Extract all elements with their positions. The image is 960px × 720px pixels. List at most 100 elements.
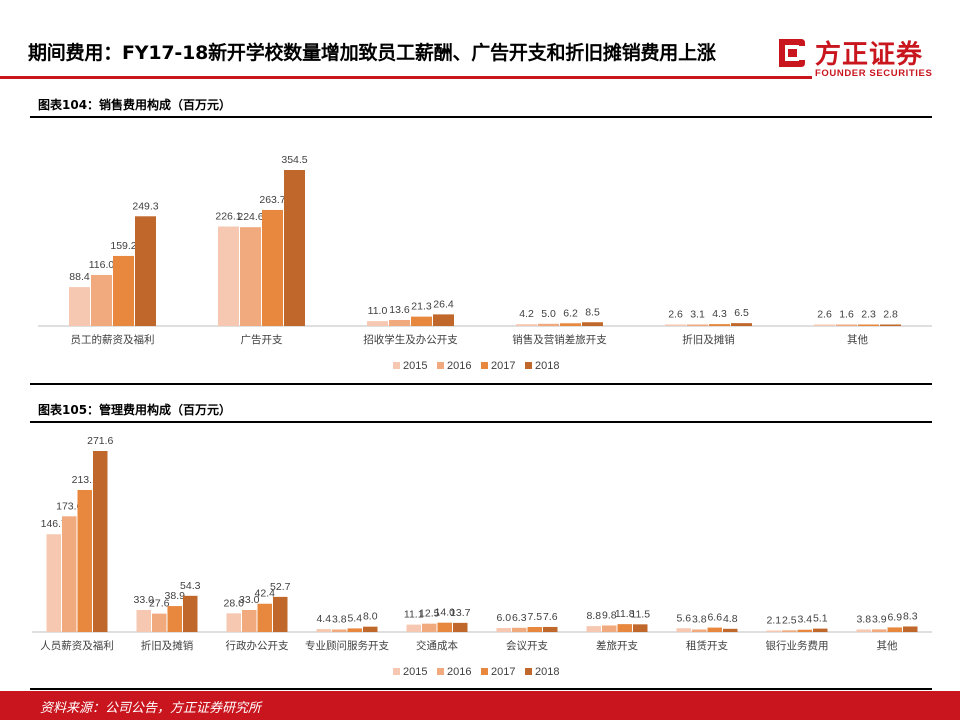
value-label-2018-8: 5.1	[813, 613, 828, 625]
value-label-2018-5: 7.6	[543, 611, 558, 623]
bar-2015-1	[136, 610, 151, 632]
bar-2018-2	[433, 314, 454, 326]
bar-2017-1	[167, 606, 182, 632]
value-label-2018-3: 8.0	[363, 611, 378, 623]
category-label-2: 行政办公开支	[226, 639, 289, 652]
value-label-2015-2: 28.0	[224, 597, 245, 609]
value-label-2017-3: 6.2	[563, 307, 578, 319]
bar-2015-9	[856, 629, 871, 632]
legend-label-2015: 2015	[403, 666, 427, 678]
category-label-9: 其他	[877, 639, 898, 652]
value-label-2015-3: 4.4	[316, 613, 331, 625]
value-label-2015-0: 88.4	[69, 271, 90, 283]
value-label-2016-9: 3.9	[872, 613, 887, 625]
value-label-2018-1: 354.5	[281, 154, 307, 166]
legend-label-2016: 2016	[447, 666, 471, 678]
value-label-2018-7: 4.8	[723, 613, 738, 625]
category-label-5: 其他	[847, 333, 868, 346]
bar-2015-3	[316, 629, 331, 632]
bar-2018-5	[543, 626, 558, 632]
bar-2016-0	[62, 516, 77, 632]
value-label-2016-6: 9.8	[602, 609, 617, 621]
value-label-2016-7: 3.8	[692, 613, 707, 625]
founder-securities-logo: 方正证券 FOUNDER SECURITIES	[775, 34, 955, 82]
bar-2015-6	[586, 626, 601, 632]
bar-2016-0	[91, 274, 112, 326]
value-label-2016-5: 1.6	[839, 309, 854, 321]
value-label-2016-2: 13.6	[389, 304, 410, 316]
value-label-2016-1: 27.6	[149, 598, 170, 610]
bar-2018-1	[284, 170, 305, 326]
value-label-2018-3: 8.5	[585, 306, 600, 318]
value-label-2016-5: 6.3	[512, 612, 527, 624]
legend-swatch-2015	[393, 362, 400, 369]
bar-2016-3	[332, 629, 347, 632]
value-label-2016-4: 3.1	[690, 309, 705, 321]
value-label-2015-7: 5.6	[676, 612, 691, 624]
bar-2015-2	[367, 321, 388, 326]
value-label-2016-3: 5.0	[541, 308, 556, 320]
legend-label-2018: 2018	[535, 666, 559, 678]
value-label-2018-6: 11.5	[630, 608, 650, 620]
category-label-3: 专业顾问服务开支	[305, 639, 389, 652]
value-label-2016-8: 2.5	[782, 614, 797, 626]
category-label-7: 租赁开支	[686, 639, 728, 652]
bar-2017-5	[527, 627, 542, 632]
value-label-2018-0: 249.3	[132, 200, 158, 212]
logo-name-cn: 方正证券	[815, 40, 924, 70]
bar-2017-9	[887, 627, 902, 632]
category-label-3: 销售及营销差旅开支	[512, 333, 607, 346]
legend-swatch-2016	[437, 362, 444, 369]
value-label-2017-0: 159.2	[110, 240, 136, 252]
value-label-2016-1: 224.6	[237, 211, 263, 223]
bar-2015-3	[516, 324, 537, 326]
bar-2017-1	[262, 209, 283, 326]
category-label-2: 招收学生及办公开支	[363, 333, 458, 346]
bar-2015-7	[676, 628, 691, 632]
value-label-2015-4: 11.1	[404, 609, 424, 621]
bar-2015-0	[46, 534, 61, 632]
chart1-caption: 图表104：销售费用构成（百万元）	[38, 98, 232, 112]
value-label-2015-0: 146.7	[41, 518, 67, 530]
value-label-2015-6: 8.8	[586, 610, 601, 622]
legend-swatch-2015	[393, 668, 400, 675]
value-label-2015-1: 33.0	[134, 594, 155, 606]
value-label-2016-0: 116.0	[89, 259, 115, 271]
value-label-2015-2: 11.0	[368, 305, 388, 317]
title-rule	[0, 76, 812, 79]
chart2-top-rule	[30, 421, 932, 423]
value-label-2016-4: 12.5	[419, 608, 440, 620]
bar-2018-8	[813, 628, 828, 632]
bar-2018-3	[582, 322, 603, 326]
value-label-2015-4: 2.6	[668, 309, 683, 321]
admin-expense-chart: 146.7173.6213.1271.6人员薪资及福利33.027.638.95…	[32, 435, 932, 678]
value-label-2017-1: 38.9	[165, 590, 186, 602]
bar-2017-2	[411, 316, 432, 326]
value-label-2018-0: 271.6	[87, 435, 113, 447]
value-label-2017-6: 11.8	[615, 608, 635, 620]
value-label-2015-9: 3.8	[856, 613, 871, 625]
bar-2016-2	[242, 610, 257, 632]
bar-2017-6	[617, 624, 632, 632]
bar-2016-3	[538, 323, 559, 326]
value-label-2016-3: 3.8	[332, 613, 347, 625]
legend-label-2015: 2015	[403, 360, 427, 372]
bar-2017-5	[858, 324, 879, 326]
category-label-1: 广告开支	[241, 333, 283, 346]
bar-2016-9	[872, 629, 887, 632]
legend-swatch-2018	[525, 668, 532, 675]
bar-2017-2	[257, 603, 272, 632]
bar-2018-6	[633, 624, 648, 632]
value-label-2017-8: 3.4	[797, 614, 812, 626]
chart1-top-rule	[30, 116, 932, 118]
bar-2016-4	[687, 324, 708, 326]
footer-bar: 资料来源：公司公告，方正证券研究所	[0, 691, 960, 720]
founder-logo-mark-icon	[779, 39, 805, 67]
bar-2017-3	[560, 323, 581, 326]
legend-label-2018: 2018	[535, 360, 559, 372]
value-label-2015-5: 6.0	[496, 612, 511, 624]
page-title: 期间费用：FY17-18新开学校数量增加致员工薪酬、广告开支和折旧摊销费用上涨	[28, 42, 716, 64]
chart2-caption: 图表105：管理费用构成（百万元）	[38, 403, 232, 417]
value-label-2018-5: 2.8	[883, 309, 898, 321]
bar-2018-4	[731, 323, 752, 326]
